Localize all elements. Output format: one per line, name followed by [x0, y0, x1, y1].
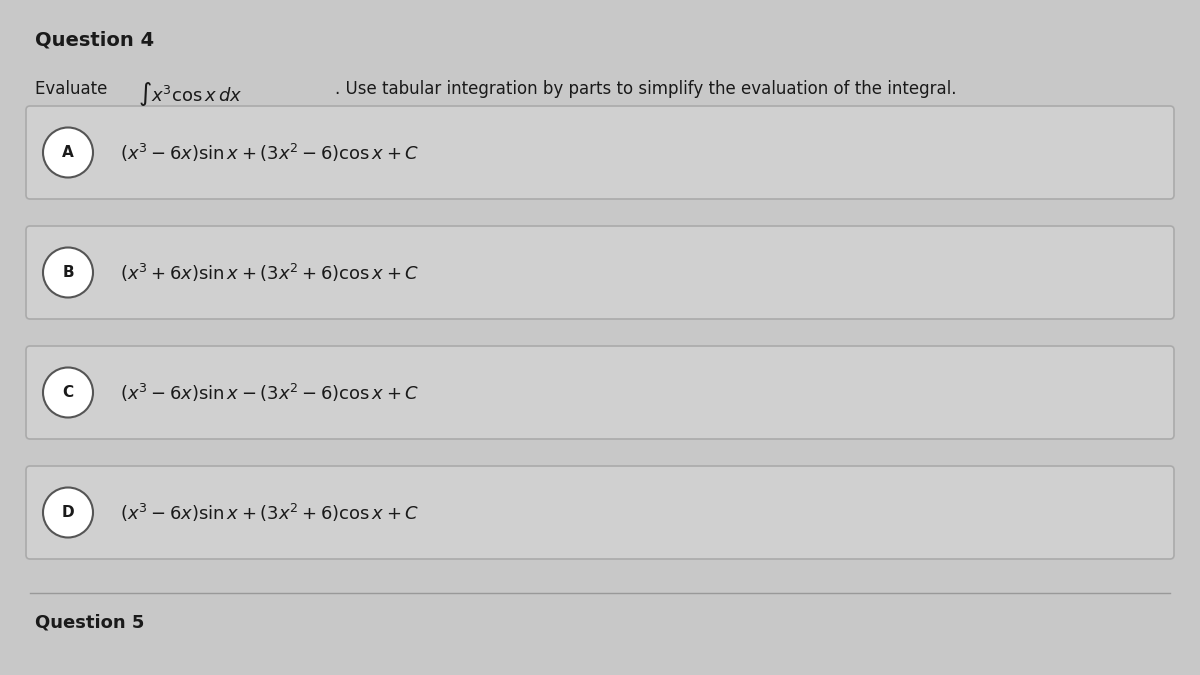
Text: $\int x^3 \cos x\, dx$: $\int x^3 \cos x\, dx$: [138, 80, 242, 108]
Circle shape: [43, 487, 94, 537]
Circle shape: [43, 128, 94, 178]
Text: $(x^3 - 6x)\sin x + (3x^2 + 6)\cos x + C$: $(x^3 - 6x)\sin x + (3x^2 + 6)\cos x + C…: [120, 502, 419, 524]
Text: A: A: [62, 145, 74, 160]
Text: C: C: [62, 385, 73, 400]
Text: Question 4: Question 4: [35, 30, 154, 49]
Text: $(x^3 - 6x)\sin x - (3x^2 - 6)\cos x + C$: $(x^3 - 6x)\sin x - (3x^2 - 6)\cos x + C…: [120, 381, 419, 404]
FancyBboxPatch shape: [26, 106, 1174, 199]
Text: . Use tabular integration by parts to simplify the evaluation of the integral.: . Use tabular integration by parts to si…: [335, 80, 956, 98]
FancyBboxPatch shape: [26, 346, 1174, 439]
Circle shape: [43, 248, 94, 298]
Text: D: D: [61, 505, 74, 520]
Text: $(x^3 - 6x)\sin x + (3x^2 - 6)\cos x + C$: $(x^3 - 6x)\sin x + (3x^2 - 6)\cos x + C…: [120, 142, 419, 163]
FancyBboxPatch shape: [26, 466, 1174, 559]
Text: $(x^3 + 6x)\sin x + (3x^2 + 6)\cos x + C$: $(x^3 + 6x)\sin x + (3x^2 + 6)\cos x + C…: [120, 261, 419, 284]
Text: B: B: [62, 265, 74, 280]
Circle shape: [43, 367, 94, 418]
FancyBboxPatch shape: [26, 226, 1174, 319]
Text: Question 5: Question 5: [35, 613, 144, 631]
Text: Evaluate: Evaluate: [35, 80, 113, 98]
